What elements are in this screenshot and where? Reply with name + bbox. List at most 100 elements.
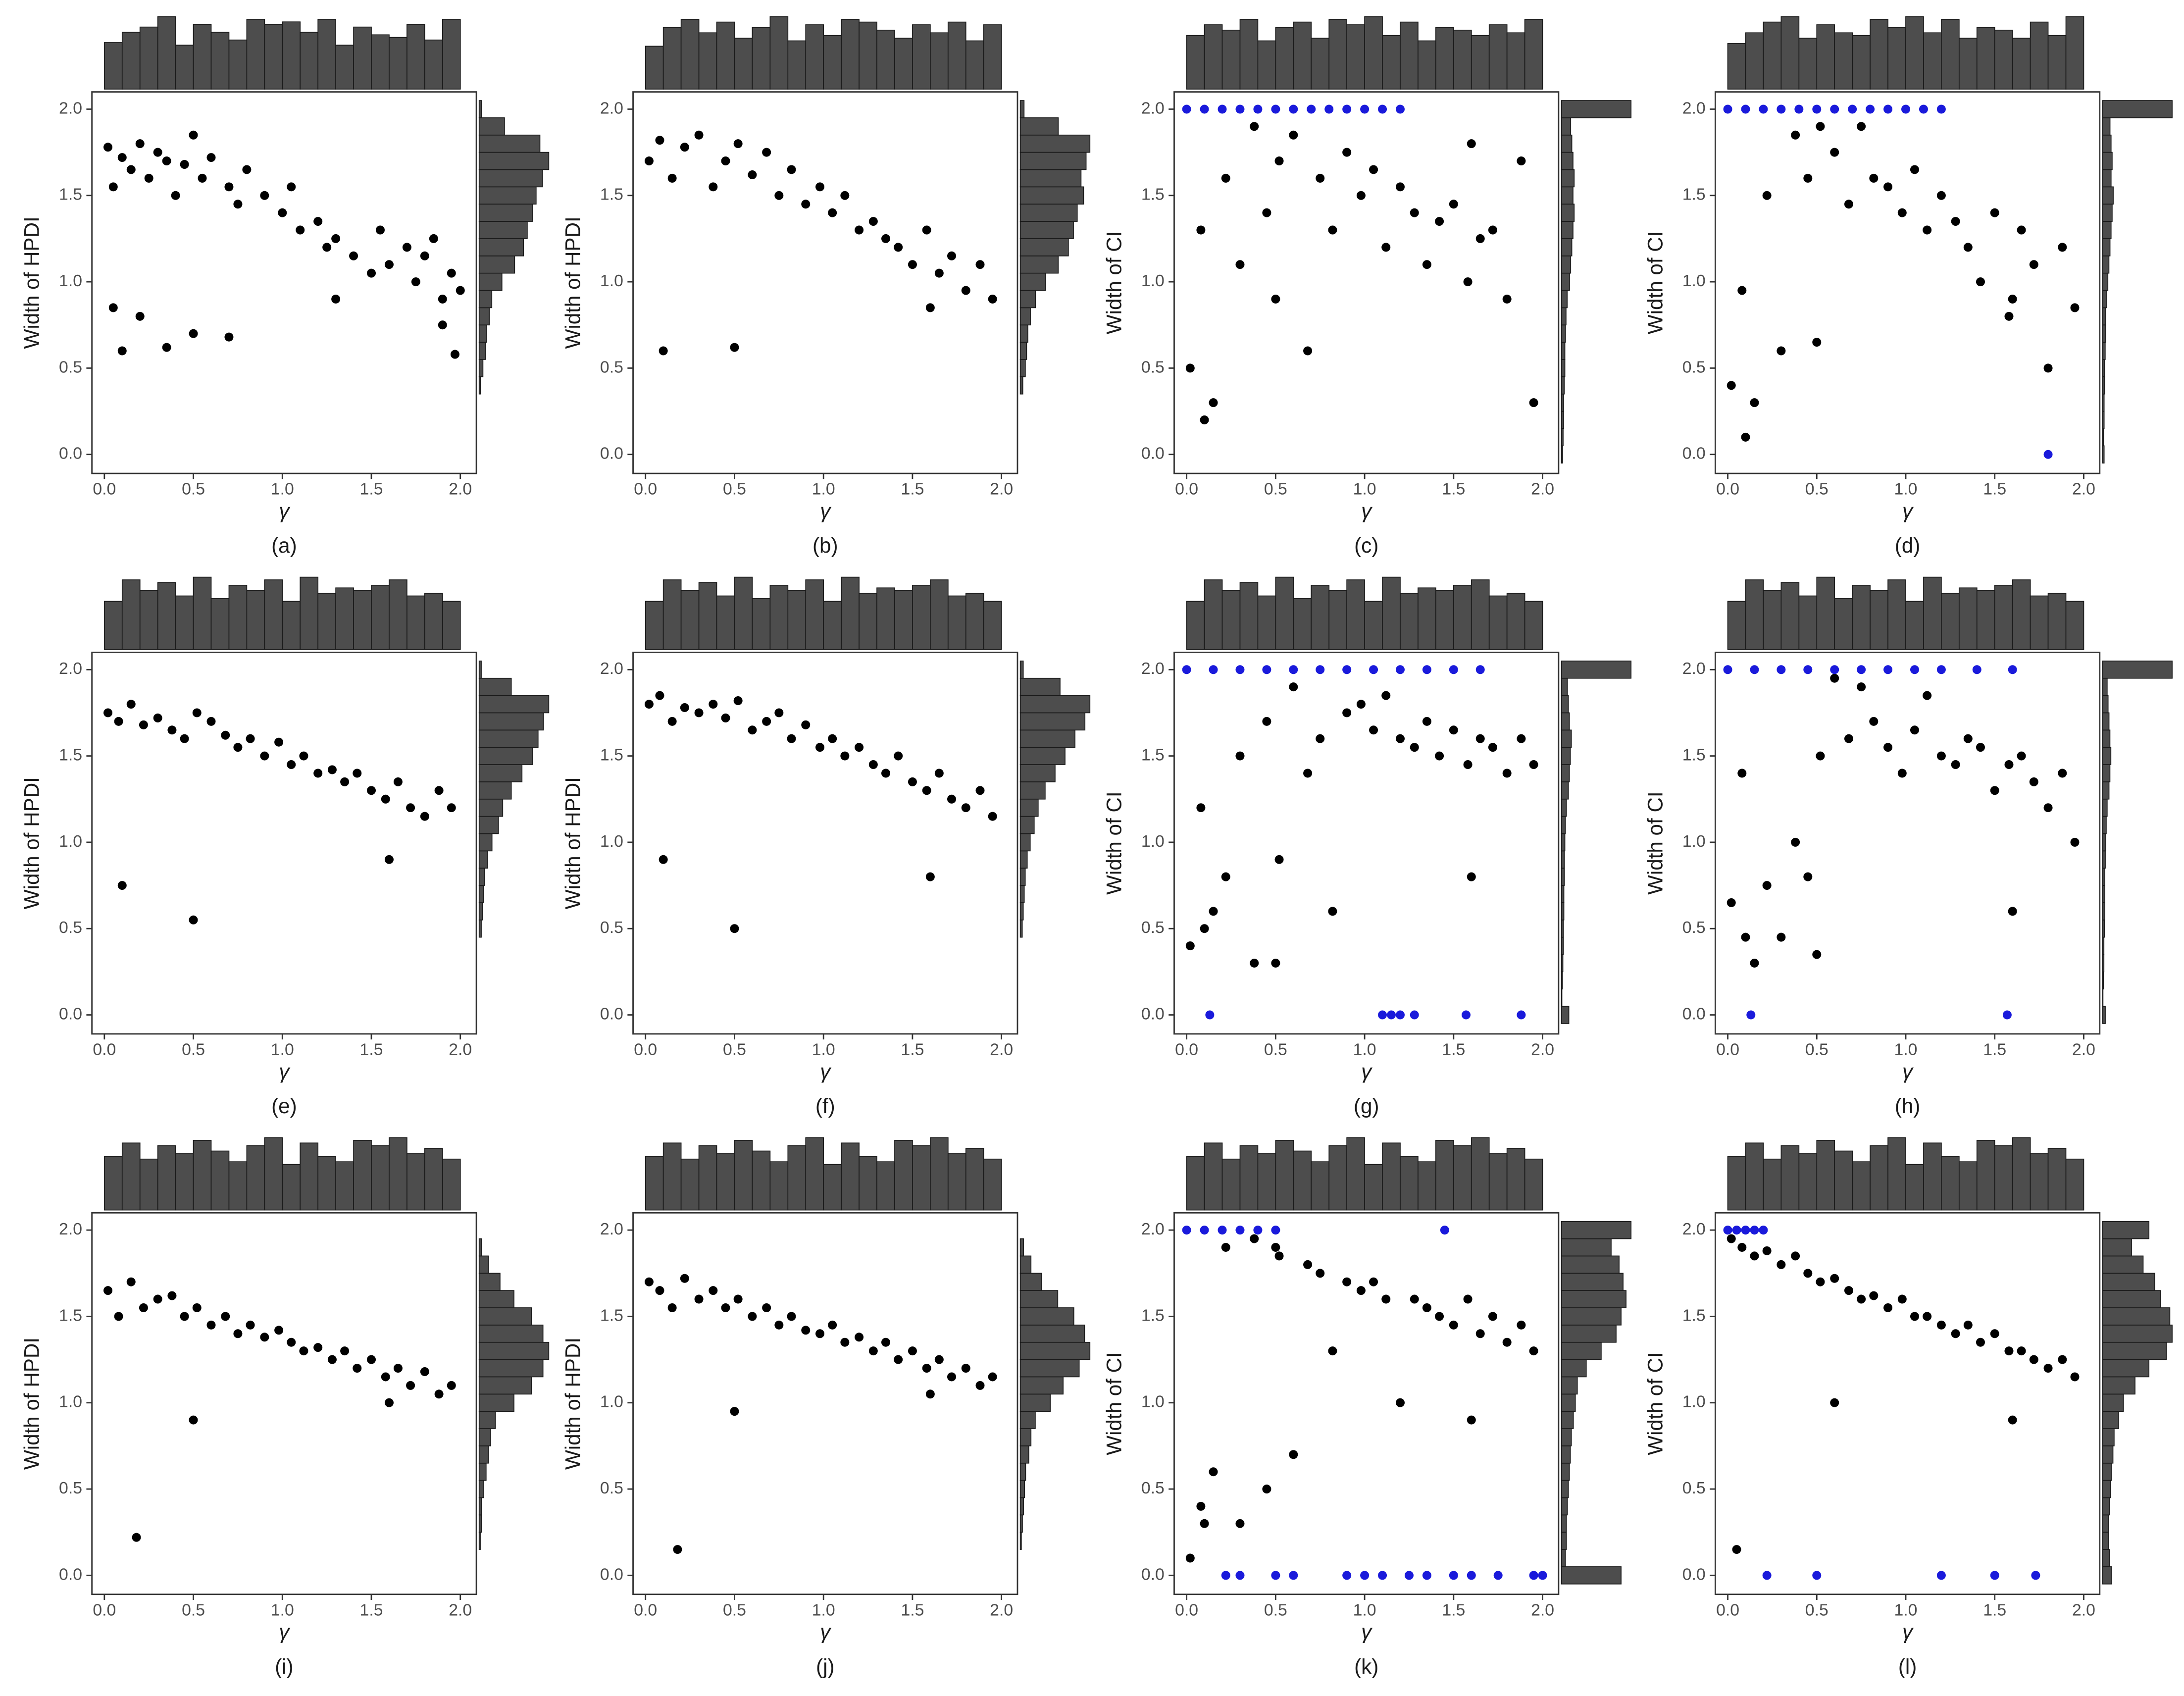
y-tick-label: 0.0 [1141,1565,1165,1584]
y-histogram-bar [478,307,490,326]
x-tick-label: 1.5 [901,1040,924,1059]
point [733,696,743,706]
y-axis-label: Width of CI [1643,791,1667,895]
point [730,924,739,933]
y-histogram-bar [478,816,499,834]
point [171,191,180,200]
x-histogram-bar [121,1142,141,1211]
point [721,156,730,166]
y-histogram-bar [478,342,486,360]
x-histogram-bar [1994,584,2013,650]
point [1816,122,1825,131]
x-histogram-bar [769,16,789,90]
y-histogram-bar [1561,729,1572,748]
y-histogram-bar [1019,902,1024,921]
point [1976,277,1985,287]
point [198,173,207,183]
x-tick-label: 2.0 [2072,480,2095,499]
x-histogram-bar [1923,576,1942,650]
point [1475,734,1485,743]
point [1449,1320,1458,1330]
x-histogram-bar [228,1161,248,1211]
point [922,1364,931,1373]
x-histogram-bar [300,1142,319,1211]
point [1289,682,1298,692]
point [730,1407,739,1416]
plot-frame [1714,91,2101,474]
point [1467,1571,1476,1580]
y-histogram-bar [1561,798,1567,817]
point [1356,1286,1366,1295]
point [1449,1571,1458,1580]
point [659,855,668,864]
point [694,130,704,140]
x-tick-label: 0.0 [1716,1040,1739,1059]
y-histogram-bar [2102,1290,2161,1308]
x-tick-label: 0.5 [182,480,205,499]
x-tick-label: 0.0 [1175,1600,1198,1619]
x-histogram-bar [1204,579,1223,650]
y-histogram-bar [2102,936,2105,955]
point [1741,932,1750,942]
point [1517,1010,1526,1020]
y-histogram-bar [2102,1497,2110,1516]
x-histogram-bar [1870,19,1888,90]
x-histogram-bar [1275,576,1294,650]
point [144,173,153,183]
x-histogram-bar [317,19,336,90]
point [1274,1251,1284,1261]
point [340,777,350,786]
x-tick-label: 1.5 [360,1600,383,1619]
point [221,1312,230,1321]
point [947,251,957,260]
y-histogram-bar [1019,376,1023,395]
point [1791,130,1800,140]
x-histogram-bar [228,39,248,90]
y-histogram-bar [1561,885,1565,903]
y-histogram-bar [478,100,482,118]
x-histogram-bar [1905,601,1924,650]
x-tick-label: 0.5 [1264,480,1287,499]
x-histogram-bar [912,1145,931,1211]
y-histogram-bar [1561,971,1563,990]
x-histogram-bar [1471,579,1490,650]
x-tick-label: 2.0 [449,1040,472,1059]
x-histogram-bar [930,32,949,90]
point [1727,381,1736,390]
point [1250,1234,1259,1243]
point [103,708,113,718]
plot-frame [632,91,1018,474]
y-histogram-bar [478,677,512,696]
y-tick-label: 2.0 [1682,99,1706,117]
y-histogram-bar [1019,100,1025,118]
x-tick-label: 0.5 [723,480,746,499]
y-histogram-bar [2102,1307,2171,1326]
point [108,182,118,192]
point [1762,1571,1772,1580]
y-histogram-bar [1561,204,1575,222]
x-histogram-bar [734,576,753,650]
y-histogram-bar [1019,238,1069,257]
point [2031,1571,2040,1580]
y-histogram-bar [1561,169,1575,188]
x-histogram-bar [1364,16,1383,90]
y-tick-label: 0.0 [600,1565,623,1584]
point [1475,665,1485,674]
y-histogram-bar [1019,868,1026,886]
y-tick-label: 2.0 [1682,659,1706,678]
x-histogram-bar [1311,1161,1330,1211]
point [840,191,850,200]
x-histogram-bar [1958,38,1978,90]
point [975,260,985,269]
y-histogram-bar [1561,1255,1620,1274]
point [1910,165,1919,174]
y-histogram-bar [1019,1428,1032,1446]
y-histogram-bar [2102,695,2109,714]
y-histogram-bar [478,186,537,205]
y-histogram-bar [1561,290,1568,308]
x-histogram-bar [1311,584,1330,650]
x-histogram-bar [983,601,1002,650]
y-tick-label: 2.0 [59,1220,82,1238]
y-histogram-bar [1561,1393,1576,1412]
